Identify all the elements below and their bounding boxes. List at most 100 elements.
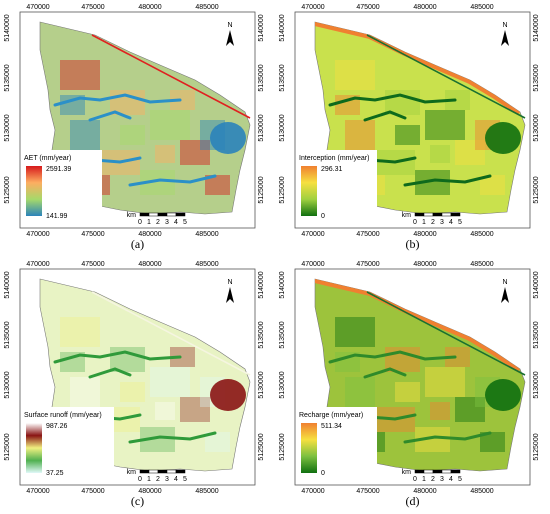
legend: Interception (mm/year) 296.31 0 xyxy=(297,150,377,222)
landcover-patch xyxy=(60,317,100,347)
x-tick-bottom: 485000 xyxy=(470,488,493,495)
scale-segment xyxy=(432,469,443,474)
y-tick-right: 5135000 xyxy=(533,64,540,91)
x-tick-bottom: 485000 xyxy=(470,231,493,238)
x-tick-bottom: 470000 xyxy=(301,488,324,495)
legend: AET (mm/year) 2591.39 141.99 xyxy=(22,150,102,222)
y-tick-left: 5125000 xyxy=(279,176,286,203)
scale-label: 0 xyxy=(413,476,417,483)
highway-line xyxy=(366,34,526,119)
scale-segment xyxy=(450,212,461,217)
urban-cluster xyxy=(210,122,246,154)
scale-unit: km xyxy=(127,212,137,219)
y-tick-left: 5130000 xyxy=(4,371,11,398)
scale-label: 4 xyxy=(174,219,178,226)
river-network xyxy=(363,110,407,122)
river-network xyxy=(53,93,182,107)
x-tick-top: 480000 xyxy=(138,4,161,11)
urban-cluster xyxy=(485,122,521,154)
legend: Surface runoff (mm/year) 987.26 37.25 xyxy=(22,407,114,479)
y-tick-left: 5140000 xyxy=(4,14,11,41)
river-network xyxy=(403,431,492,444)
landcover-patch xyxy=(60,95,85,115)
legend-colorbar xyxy=(26,423,42,473)
landcover-patch xyxy=(425,110,465,140)
scale-label: 0 xyxy=(138,476,142,483)
map-svg-recharge: 470000 470000 475000 475000 480000 480000 4850… xyxy=(279,261,540,495)
north-arrow-icon xyxy=(501,30,509,46)
scale-segment xyxy=(432,212,443,217)
landcover-patch xyxy=(335,60,375,90)
landcover-patch xyxy=(70,377,100,412)
scale-label: 0 xyxy=(413,219,417,226)
landcover-patch xyxy=(430,402,450,420)
scale-label: 2 xyxy=(156,476,160,483)
y-tick-right: 5140000 xyxy=(533,271,540,298)
landcover-patch xyxy=(205,175,230,195)
legend-colorbar xyxy=(301,423,317,473)
x-tick-bottom: 480000 xyxy=(138,488,161,495)
scale-label: 1 xyxy=(147,219,151,226)
y-tick-right: 5140000 xyxy=(533,14,540,41)
x-tick-top: 485000 xyxy=(470,4,493,11)
landcover-patch xyxy=(335,317,375,347)
x-tick-top: 470000 xyxy=(26,261,49,268)
caption-d: (d) xyxy=(405,494,420,508)
y-tick-left: 5135000 xyxy=(279,64,286,91)
scale-label: 2 xyxy=(431,476,435,483)
scale-label: 3 xyxy=(440,219,444,226)
landcover-patch xyxy=(120,125,145,145)
y-tick-left: 5135000 xyxy=(4,321,11,348)
x-tick-bottom: 475000 xyxy=(356,231,379,238)
urban-cluster xyxy=(210,379,246,411)
river-network xyxy=(128,431,217,444)
y-tick-right: 5135000 xyxy=(533,321,540,348)
scale-label: 3 xyxy=(165,219,169,226)
y-tick-right: 5130000 xyxy=(258,371,265,398)
north-label: N xyxy=(502,279,507,286)
river-network xyxy=(328,350,457,364)
y-tick-left: 5125000 xyxy=(279,433,286,460)
legend-min: 37.25 xyxy=(46,470,64,477)
map-svg-interception: 470000 470000 475000 475000 480000 480000 4850… xyxy=(279,4,540,238)
river-network xyxy=(403,174,492,187)
x-tick-top: 475000 xyxy=(81,4,104,11)
landcover-patch xyxy=(60,60,100,90)
scale-segment xyxy=(175,212,186,217)
river-network xyxy=(128,174,217,187)
landcover-patches xyxy=(53,60,246,195)
river-network xyxy=(53,350,182,364)
edge-band xyxy=(315,22,523,116)
legend-min: 0 xyxy=(321,470,325,477)
legend-title: Surface runoff (mm/year) xyxy=(24,412,102,419)
scale-segment xyxy=(414,469,425,474)
landcover-patch xyxy=(430,145,450,163)
x-tick-bottom: 485000 xyxy=(195,231,218,238)
landcover-patch xyxy=(205,432,230,452)
scale-label: 1 xyxy=(422,219,426,226)
scale-label: 5 xyxy=(458,219,462,226)
scale-segment xyxy=(450,469,461,474)
landcover-patch xyxy=(345,377,375,412)
scale-label: 5 xyxy=(458,476,462,483)
highway-line xyxy=(366,291,526,376)
scale-label: 0 xyxy=(138,219,142,226)
scale-unit: km xyxy=(127,469,137,476)
x-tick-top: 485000 xyxy=(195,4,218,11)
landcover-patch xyxy=(455,397,485,422)
legend-max: 296.31 xyxy=(321,166,343,173)
landcover-patch xyxy=(445,347,470,367)
river-network xyxy=(88,367,132,379)
x-tick-bottom: 480000 xyxy=(413,488,436,495)
landcover-patch xyxy=(155,402,175,420)
scale-label: 2 xyxy=(156,219,160,226)
scale-segment xyxy=(139,212,150,217)
x-tick-top: 475000 xyxy=(356,261,379,268)
scale-segment xyxy=(148,469,159,474)
highway-line xyxy=(91,34,251,119)
panel-recharge: 470000 470000 475000 475000 480000 480000 4850… xyxy=(275,257,550,514)
landcover-patch xyxy=(150,367,190,397)
north-arrow-icon xyxy=(226,287,234,303)
y-tick-left: 5130000 xyxy=(279,114,286,141)
scale-segment xyxy=(166,212,177,217)
